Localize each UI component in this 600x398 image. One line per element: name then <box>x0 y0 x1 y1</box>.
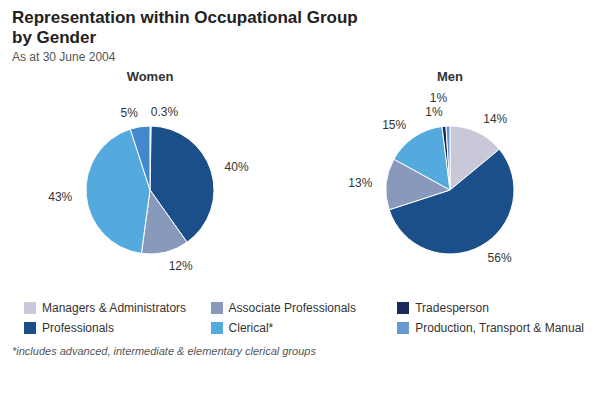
svg-text:40%: 40% <box>225 160 249 174</box>
html-text:As at 30 June 2004: As at 30 June 2004 <box>12 50 116 64</box>
html-text:Associate Professionals: Associate Professionals <box>228 301 356 315</box>
svg-text:5%: 5% <box>120 106 138 120</box>
svg-text:1%: 1% <box>430 91 448 105</box>
html-text:Men: Men <box>437 69 463 84</box>
html-text:Professionals: Professionals <box>42 321 114 335</box>
html-text:Managers & Administrators: Managers & Administrators <box>42 301 187 315</box>
html-text:Clerical*: Clerical* <box>228 321 274 335</box>
svg-text:15%: 15% <box>382 118 406 132</box>
svg-text:1%: 1% <box>425 105 443 119</box>
svg-text:14%: 14% <box>483 112 507 126</box>
html-text:Representation within Occupati: Representation within Occupational Group <box>12 8 358 27</box>
svg-text:0.3%: 0.3% <box>151 105 179 119</box>
svg-text:43%: 43% <box>48 190 72 204</box>
html-text:*includes advanced, intermedia: *includes advanced, intermediate & eleme… <box>12 345 316 357</box>
svg-text:56%: 56% <box>488 251 512 265</box>
html-text:by Gender: by Gender <box>12 28 97 47</box>
html-text:Women: Women <box>126 69 174 84</box>
svg-text:12%: 12% <box>169 259 193 273</box>
html-text:Production, Transport & Manual: Production, Transport & Manual <box>415 321 584 335</box>
svg-text:13%: 13% <box>348 176 372 190</box>
html-text:Tradesperson: Tradesperson <box>415 301 489 315</box>
